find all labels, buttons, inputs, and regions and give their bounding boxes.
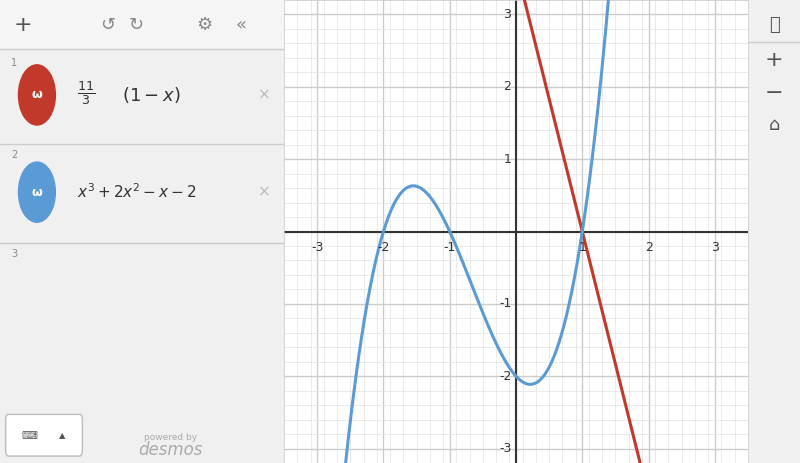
Text: -2: -2 [378, 241, 390, 254]
Text: 3: 3 [711, 241, 718, 254]
Text: ↺: ↺ [100, 17, 115, 34]
Text: desmos: desmos [138, 441, 202, 459]
Text: ω: ω [31, 186, 42, 199]
Text: -1: -1 [443, 241, 456, 254]
Circle shape [18, 65, 55, 125]
Text: ×: × [258, 88, 270, 102]
Text: +: + [14, 15, 32, 36]
FancyBboxPatch shape [6, 414, 82, 456]
Text: 1: 1 [11, 58, 18, 68]
Text: 3: 3 [11, 249, 18, 259]
Text: -3: -3 [311, 241, 323, 254]
Text: 2: 2 [503, 80, 511, 94]
Text: 3: 3 [503, 8, 511, 21]
Text: $(1-x)$: $(1-x)$ [122, 85, 181, 105]
Text: 2: 2 [645, 241, 653, 254]
Text: ▲: ▲ [59, 431, 66, 440]
Text: ⌂: ⌂ [768, 116, 780, 134]
Text: −: − [765, 82, 783, 103]
Text: $\frac{11}{3}$: $\frac{11}{3}$ [77, 79, 94, 106]
Text: +: + [765, 50, 783, 70]
Text: -3: -3 [499, 442, 511, 455]
Text: 1: 1 [578, 241, 586, 254]
Text: «: « [236, 17, 247, 34]
Text: 🔧: 🔧 [769, 17, 779, 34]
Text: ↻: ↻ [129, 17, 144, 34]
Text: -2: -2 [499, 369, 511, 383]
Circle shape [18, 162, 55, 222]
FancyBboxPatch shape [0, 0, 284, 49]
Text: 1: 1 [503, 153, 511, 166]
Text: $x^3+2x^2-x-2$: $x^3+2x^2-x-2$ [77, 183, 196, 201]
Text: ⌨: ⌨ [22, 431, 38, 441]
Text: -1: -1 [499, 297, 511, 310]
Text: powered by: powered by [144, 433, 197, 442]
Text: ω: ω [31, 88, 42, 101]
Text: ×: × [258, 185, 270, 200]
Text: ⚙: ⚙ [197, 17, 213, 34]
Text: 2: 2 [11, 150, 18, 161]
